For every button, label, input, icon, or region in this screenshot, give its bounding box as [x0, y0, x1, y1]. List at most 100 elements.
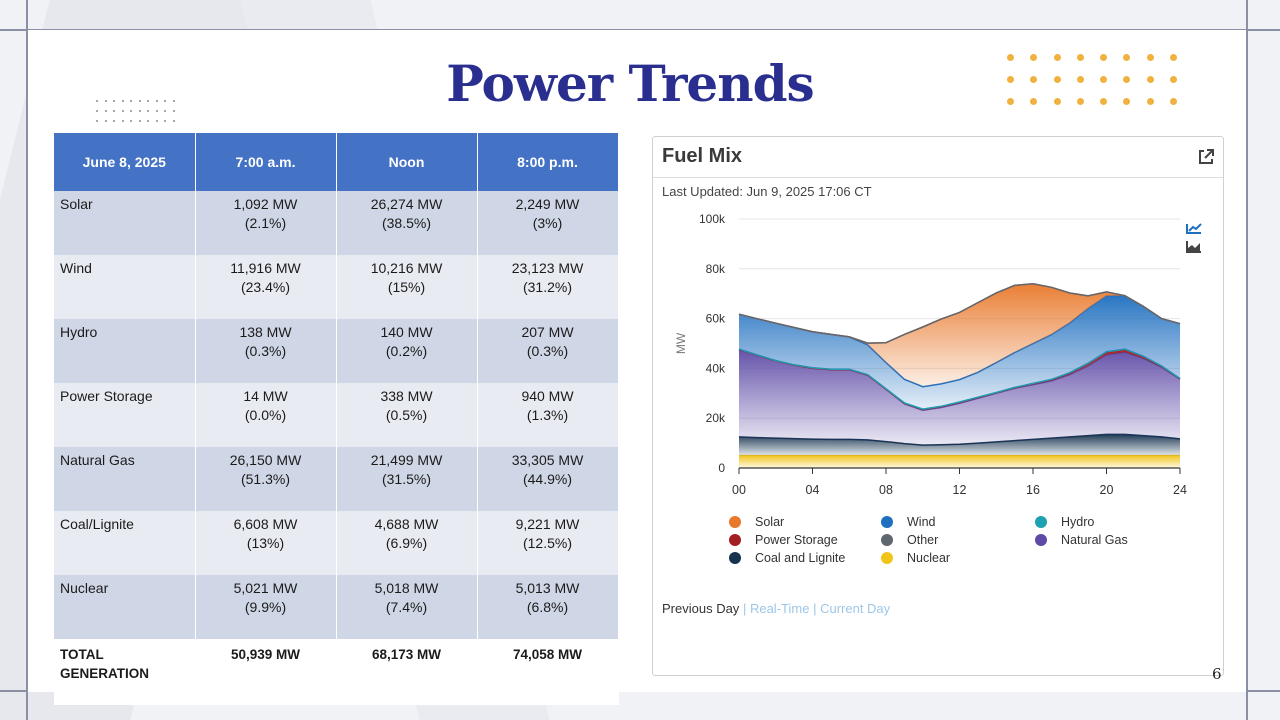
table-cell: 21,499 MW (31.5%)	[336, 447, 478, 511]
dot	[130, 120, 132, 122]
legend-label: Other	[907, 533, 939, 547]
table-row-solar: Solar 1,092 MW (2.1%) 26,274 MW (38.5%) 2,…	[54, 191, 619, 255]
legend-swatch	[1035, 533, 1047, 546]
legend-label: Hydro	[1061, 515, 1095, 529]
row-label: Power Storage	[54, 383, 196, 447]
dot	[1123, 76, 1131, 83]
dot	[121, 100, 124, 102]
legend-label: Wind	[907, 515, 936, 529]
table-cell: 11,916 MW (23.4%)	[195, 255, 337, 319]
legend-item-wind[interactable]: Wind	[881, 514, 935, 530]
table-row-power-storage: Power Storage 14 MW (0.0%) 338 MW (0.5%) 9…	[54, 383, 619, 447]
legend-swatch	[729, 533, 741, 546]
legend-item-natural-gas[interactable]: Natural Gas	[1035, 532, 1128, 548]
legend-item-nuclear[interactable]: Nuclear	[881, 550, 950, 566]
dot	[147, 120, 149, 122]
y-tick-label: 60k	[706, 312, 726, 326]
area-series-power-storage	[739, 349, 1180, 411]
dot	[1170, 76, 1178, 83]
header-7am: 7:00 a.m.	[195, 133, 337, 191]
y-tick-label: 80k	[706, 262, 726, 276]
frame-line-right	[1246, 0, 1248, 720]
previous-day-link[interactable]: Previous Day	[662, 601, 740, 616]
x-tick-label: 24	[1173, 483, 1187, 497]
x-tick-label: 20	[1100, 483, 1114, 497]
legend-item-other[interactable]: Other	[881, 532, 938, 548]
y-axis-label: MW	[674, 332, 688, 354]
dot	[1007, 76, 1014, 83]
table-cell: 5,021 MW (9.9%)	[195, 575, 337, 639]
frame-line-left	[26, 0, 28, 720]
dot	[113, 100, 115, 102]
table-cell: 10,216 MW (15%)	[336, 255, 478, 319]
table-cell: 26,274 MW (38.5%)	[336, 191, 478, 255]
dot	[147, 100, 149, 102]
legend-item-coal-and-lignite[interactable]: Coal and Lignite	[729, 550, 845, 566]
dot	[172, 100, 175, 102]
dot	[130, 110, 132, 112]
dot	[1170, 54, 1178, 61]
chart-type-toggle[interactable]	[1186, 222, 1202, 253]
dot	[138, 100, 141, 102]
legend-swatch	[729, 551, 741, 564]
legend-item-hydro[interactable]: Hydro	[1035, 514, 1094, 530]
dot	[121, 110, 124, 112]
table-cell: 5,018 MW (7.4%)	[336, 575, 478, 639]
row-label: Coal/Lignite	[54, 511, 196, 575]
dot	[1007, 98, 1014, 105]
decorative-dots-gold	[1007, 54, 1193, 105]
current-day-link[interactable]: Current Day	[820, 601, 891, 616]
x-tick-label: 08	[879, 483, 893, 497]
row-label: Hydro	[54, 319, 196, 383]
dot	[1076, 98, 1084, 105]
area-chart-icon[interactable]	[1186, 241, 1201, 253]
x-tick-label: 12	[953, 483, 967, 497]
area-edge-other	[738, 283, 1181, 344]
real-time-link[interactable]: Real-Time	[749, 601, 810, 616]
table-cell: 9,221 MW (12.5%)	[477, 511, 619, 575]
card-header: Fuel Mix	[653, 137, 1223, 178]
dot	[1123, 54, 1131, 61]
card-title: Fuel Mix	[662, 145, 743, 167]
dot	[164, 120, 166, 122]
dot	[1123, 98, 1131, 105]
dot	[96, 120, 98, 122]
dot	[1053, 54, 1061, 61]
chart-axes: 0 20k 40k 60k 80k 100k MW 00 04 08 12 16 20 24	[674, 212, 1187, 497]
table-cell: 338 MW (0.5%)	[336, 383, 478, 447]
table-cell: 26,150 MW (51.3%)	[195, 447, 337, 511]
legend-label: Natural Gas	[1061, 533, 1128, 547]
dot	[1007, 54, 1014, 61]
legend-item-solar[interactable]: Solar	[729, 514, 784, 530]
legend-swatch	[881, 551, 893, 564]
dot	[1100, 54, 1108, 61]
legend-item-power-storage[interactable]: Power Storage	[729, 532, 838, 548]
legend-swatch	[729, 515, 741, 528]
dot	[147, 110, 149, 112]
slide-title: Power Trends	[446, 54, 814, 113]
dot	[130, 100, 132, 102]
chart-areas	[738, 283, 1181, 468]
table-cell-total: 74,058 MW	[477, 639, 619, 705]
table-cell: 6,608 MW (13%)	[195, 511, 337, 575]
y-tick-label: 0	[718, 461, 725, 475]
view-links: Previous Day | Real-Time | Current Day	[662, 601, 890, 616]
dot	[138, 120, 141, 122]
area-series-nuclear	[739, 455, 1180, 468]
table-cell: 940 MW (1.3%)	[477, 383, 619, 447]
table-row-coal-lignite: Coal/Lignite 6,608 MW (13%) 4,688 MW (6.9%…	[54, 511, 619, 575]
row-label-total: TOTAL GENERATION	[54, 639, 196, 705]
table-cell: 1,092 MW (2.1%)	[195, 191, 337, 255]
dot	[104, 110, 107, 112]
external-link-icon[interactable]	[1197, 148, 1215, 166]
decorative-dots-grey	[96, 100, 181, 122]
dot	[1100, 76, 1108, 83]
legend-label: Solar	[755, 515, 785, 529]
legend-swatch	[881, 515, 893, 528]
dot	[104, 100, 107, 102]
line-chart-icon[interactable]	[1186, 222, 1202, 234]
table-row-nuclear: Nuclear 5,021 MW (9.9%) 5,018 MW (7.4%) 5,…	[54, 575, 619, 639]
dot	[104, 120, 107, 122]
page-number: 6	[1212, 665, 1222, 683]
table-cell: 5,013 MW (6.8%)	[477, 575, 619, 639]
